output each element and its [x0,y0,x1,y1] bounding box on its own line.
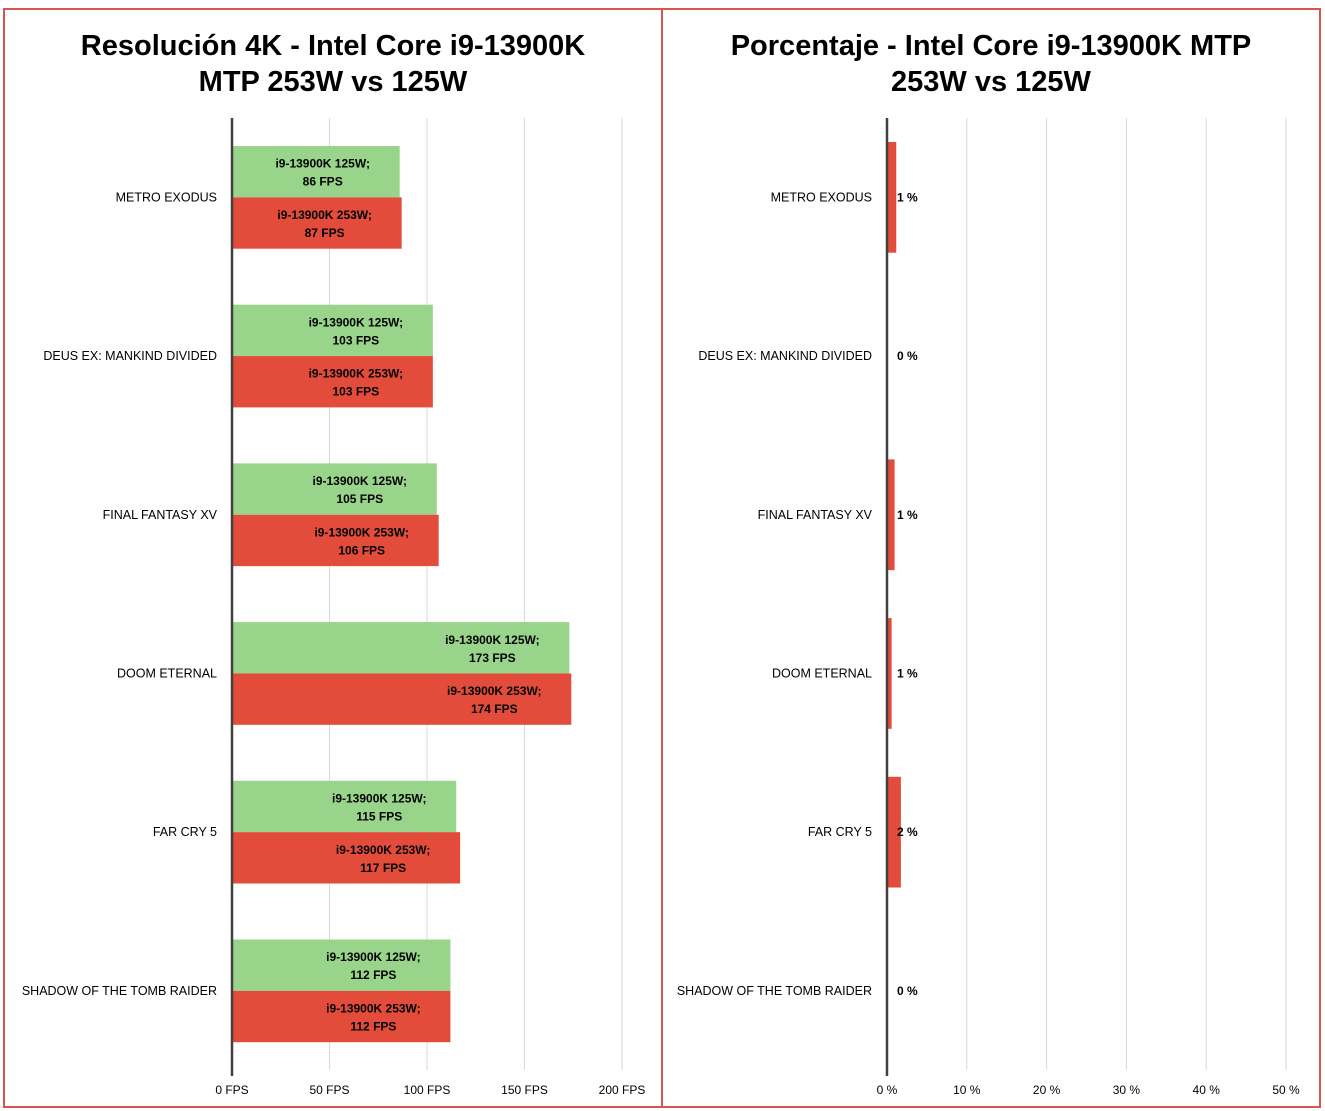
data-label-value: 103 FPS [332,333,379,347]
bar-253w [232,356,433,408]
bar-125w [232,780,457,833]
bar-125w [232,304,433,357]
data-label-series: i9-13900K 125W; [326,950,421,964]
x-tick-label: 30 % [1113,1083,1141,1097]
bar-253w [232,514,439,567]
category-label: SHADOW OF THE TOMB RAIDER [677,984,872,998]
bar-percent [887,459,895,571]
x-tick-label: 150 FPS [501,1083,548,1097]
data-label-series: i9-13900K 253W; [309,367,404,381]
category-label: FINAL FANTASY XV [103,508,218,522]
bar-253w [232,673,572,725]
x-tick-label: 50 FPS [309,1083,349,1097]
data-label-value: 117 FPS [360,861,406,875]
data-label-value: 112 FPS [350,1020,396,1034]
bar-125w [232,939,451,991]
data-label-series: i9-13900K 125W; [332,791,427,805]
data-label-percent: 1 % [897,190,918,204]
x-tick-label: 100 FPS [404,1083,451,1097]
x-tick-label: 50 % [1272,1083,1300,1097]
category-label: FINAL FANTASY XV [758,508,873,522]
data-label-series: i9-13900K 253W; [277,208,372,222]
category-label: SHADOW OF THE TOMB RAIDER [22,984,217,998]
bar-125w [232,146,400,198]
x-tick-label: 200 FPS [599,1083,646,1097]
data-label-percent: 0 % [897,349,918,363]
category-label: FAR CRY 5 [153,825,217,839]
data-label-series: i9-13900K 125W; [309,315,404,329]
fps-chart-title: Resolución 4K - Intel Core i9-13900K MTP… [5,28,661,100]
bar-253w [232,990,451,1043]
data-label-value: 173 FPS [469,651,516,665]
data-label-value: 112 FPS [350,968,396,982]
bar-253w [232,197,402,249]
bar-percent [887,618,892,729]
data-label-series: i9-13900K 253W; [314,525,409,539]
percent-chart-panel: Porcentaje - Intel Core i9-13900K MTP 25… [661,8,1321,1108]
data-label-value: 87 FPS [305,226,345,240]
category-label: FAR CRY 5 [808,825,872,839]
data-label-value: 115 FPS [356,809,402,823]
fps-chart-panel: Resolución 4K - Intel Core i9-13900K MTP… [3,8,663,1108]
x-tick-label: 20 % [1033,1083,1061,1097]
category-label: DEUS EX: MANKIND DIVIDED [43,349,217,363]
percent-chart-title-line-1: Porcentaje - Intel Core i9-13900K MTP [730,30,1252,62]
bar-125w [232,622,570,674]
data-label-value: 174 FPS [471,702,518,716]
data-label-percent: 1 % [897,666,918,680]
data-label-series: i9-13900K 125W; [445,633,540,647]
fps-chart-plot: 0 FPS 50 FPS 100 FPS 150 FPS 200 FPS METRO EX… [22,118,646,1097]
data-label-value: 105 FPS [336,492,383,506]
percent-chart-title: Porcentaje - Intel Core i9-13900K MTP 25… [663,28,1319,100]
data-label-percent: 2 % [897,825,918,839]
bar-125w [232,463,437,515]
data-label-series: i9-13900K 125W; [275,157,370,171]
percent-chart-title-line-2: 253W vs 125W [891,66,1091,98]
fps-chart-title-line-1: Resolución 4K - Intel Core i9-13900K [80,30,586,62]
x-tick-label: 40 % [1193,1083,1221,1097]
data-label-value: 103 FPS [332,385,379,399]
category-label: DOOM ETERNAL [117,666,217,680]
data-label-percent: 1 % [897,508,918,522]
data-label-value: 86 FPS [303,175,343,189]
data-label-value: 106 FPS [338,543,385,557]
bar-253w [232,832,461,884]
x-tick-label: 0 FPS [215,1083,248,1097]
data-label-percent: 0 % [897,984,918,998]
category-label: DOOM ETERNAL [772,666,872,680]
data-label-series: i9-13900K 253W; [447,684,542,698]
percent-chart-plot: 0 % 10 % 20 % 30 % 40 % 50 % METRO EXODUS 1 % DE… [677,118,1300,1097]
x-tick-label: 10 % [953,1083,981,1097]
category-label: METRO EXODUS [116,190,217,204]
category-label: METRO EXODUS [771,190,872,204]
bar-percent [887,142,897,253]
data-label-series: i9-13900K 253W; [326,1002,421,1016]
data-label-series: i9-13900K 125W; [313,474,408,488]
fps-chart-title-line-2: MTP 253W vs 125W [198,66,468,98]
category-label: DEUS EX: MANKIND DIVIDED [698,349,872,363]
bar-percent [887,776,901,888]
x-tick-label: 0 % [877,1083,898,1097]
data-label-series: i9-13900K 253W; [336,843,431,857]
